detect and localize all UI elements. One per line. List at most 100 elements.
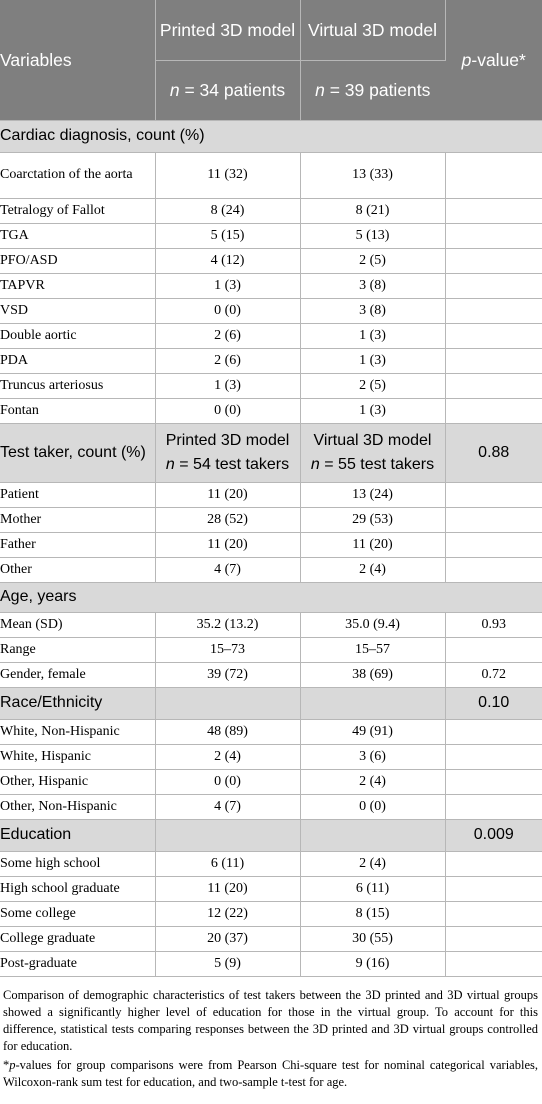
virtual-value: 13 (33) xyxy=(300,152,445,198)
header-n-printed: n = 34 patients xyxy=(155,60,300,120)
table-row: Range 15–73 15–57 xyxy=(0,637,542,662)
section-education-p-value: 0.009 xyxy=(445,819,542,851)
row-label: Fontan xyxy=(0,398,155,423)
table-row: Truncus arteriosus 1 (3) 2 (5) xyxy=(0,373,542,398)
row-label: TGA xyxy=(0,223,155,248)
table-header-row: Variables Printed 3D model Virtual 3D mo… xyxy=(0,0,542,60)
header-virtual-3d-model: Virtual 3D model xyxy=(300,0,445,60)
n-symbol: n xyxy=(166,456,175,473)
row-label: Gender, female xyxy=(0,662,155,687)
n-count: = 54 test takers xyxy=(175,456,289,473)
row-label: Other, Hispanic xyxy=(0,769,155,794)
virtual-value: 6 (11) xyxy=(300,876,445,901)
demographics-table: Variables Printed 3D model Virtual 3D mo… xyxy=(0,0,542,977)
section-race-ethnicity-p-value: 0.10 xyxy=(445,687,542,719)
p-value xyxy=(445,951,542,976)
virtual-value: 2 (4) xyxy=(300,851,445,876)
header-variables: Variables xyxy=(0,0,155,120)
virtual-value: 9 (16) xyxy=(300,951,445,976)
printed-value: 6 (11) xyxy=(155,851,300,876)
p-value xyxy=(445,794,542,819)
test-taker-row: Test taker, count (%) Printed 3D model n =… xyxy=(0,423,542,482)
table-row: High school graduate 11 (20) 6 (11) xyxy=(0,876,542,901)
section-race-ethnicity-row: Race/Ethnicity 0.10 xyxy=(0,687,542,719)
virtual-value: 0 (0) xyxy=(300,794,445,819)
row-label: Double aortic xyxy=(0,323,155,348)
row-label: Some college xyxy=(0,901,155,926)
table-row: Gender, female 39 (72) 38 (69) 0.72 xyxy=(0,662,542,687)
printed-value: 20 (37) xyxy=(155,926,300,951)
table-row: Father 11 (20) 11 (20) xyxy=(0,532,542,557)
test-taker-printed-header: Printed 3D model n = 54 test takers xyxy=(155,423,300,482)
row-label: Tetralogy of Fallot xyxy=(0,198,155,223)
p-value xyxy=(445,876,542,901)
virtual-value: 8 (21) xyxy=(300,198,445,223)
printed-value: 2 (4) xyxy=(155,744,300,769)
virtual-value: 2 (5) xyxy=(300,373,445,398)
p-value xyxy=(445,398,542,423)
p-value: 0.72 xyxy=(445,662,542,687)
table-row: PDA 2 (6) 1 (3) xyxy=(0,348,542,373)
virtual-value: 5 (13) xyxy=(300,223,445,248)
printed-value: 2 (6) xyxy=(155,323,300,348)
table-row: TAPVR 1 (3) 3 (8) xyxy=(0,273,542,298)
p-value xyxy=(445,152,542,198)
p-value xyxy=(445,273,542,298)
virtual-value: 1 (3) xyxy=(300,348,445,373)
printed-value: 11 (32) xyxy=(155,152,300,198)
p-value xyxy=(445,323,542,348)
virtual-value: 1 (3) xyxy=(300,398,445,423)
p-value xyxy=(445,223,542,248)
footnote-p-values: *p-values for group comparisons were fro… xyxy=(3,1057,538,1091)
virtual-value: 38 (69) xyxy=(300,662,445,687)
printed-value: 39 (72) xyxy=(155,662,300,687)
table-row: Post-graduate 5 (9) 9 (16) xyxy=(0,951,542,976)
p-value xyxy=(445,557,542,582)
row-label: PFO/ASD xyxy=(0,248,155,273)
p-value xyxy=(445,926,542,951)
printed-value: 11 (20) xyxy=(155,482,300,507)
section-race-ethnicity-printed-empty xyxy=(155,687,300,719)
table-footnotes: Comparison of demographic characteristic… xyxy=(0,977,542,1091)
p-value xyxy=(445,482,542,507)
printed-value: 0 (0) xyxy=(155,298,300,323)
virtual-value: 2 (4) xyxy=(300,769,445,794)
p-value xyxy=(445,769,542,794)
header-n-virtual: n = 39 patients xyxy=(300,60,445,120)
n-count: = 55 test takers xyxy=(320,456,434,473)
header-p-value: p-value* xyxy=(445,0,542,120)
printed-value: 4 (12) xyxy=(155,248,300,273)
row-label: Some high school xyxy=(0,851,155,876)
test-taker-virtual-header: Virtual 3D model n = 55 test takers xyxy=(300,423,445,482)
virtual-value: 3 (8) xyxy=(300,298,445,323)
test-taker-virtual-title: Virtual 3D model xyxy=(301,429,445,453)
section-education-label: Education xyxy=(0,819,155,851)
p-value: 0.93 xyxy=(445,612,542,637)
header-printed-3d-model: Printed 3D model xyxy=(155,0,300,60)
printed-value: 0 (0) xyxy=(155,769,300,794)
virtual-value: 2 (4) xyxy=(300,557,445,582)
table-row: Fontan 0 (0) 1 (3) xyxy=(0,398,542,423)
printed-value: 35.2 (13.2) xyxy=(155,612,300,637)
table-row: Other, Hispanic 0 (0) 2 (4) xyxy=(0,769,542,794)
p-value xyxy=(445,901,542,926)
p-value xyxy=(445,507,542,532)
section-education-virtual-empty xyxy=(300,819,445,851)
row-label: White, Hispanic xyxy=(0,744,155,769)
section-cardiac-diagnosis-label: Cardiac diagnosis, count (%) xyxy=(0,120,542,152)
table-row: Double aortic 2 (6) 1 (3) xyxy=(0,323,542,348)
table-row: Mean (SD) 35.2 (13.2) 35.0 (9.4) 0.93 xyxy=(0,612,542,637)
p-value xyxy=(445,637,542,662)
printed-value: 1 (3) xyxy=(155,373,300,398)
printed-value: 0 (0) xyxy=(155,398,300,423)
virtual-value: 29 (53) xyxy=(300,507,445,532)
table-row: White, Non-Hispanic 48 (89) 49 (91) xyxy=(0,719,542,744)
row-label: VSD xyxy=(0,298,155,323)
printed-value: 5 (15) xyxy=(155,223,300,248)
printed-value: 28 (52) xyxy=(155,507,300,532)
row-label: TAPVR xyxy=(0,273,155,298)
test-taker-label: Test taker, count (%) xyxy=(0,423,155,482)
p-value xyxy=(445,851,542,876)
printed-value: 15–73 xyxy=(155,637,300,662)
printed-value: 48 (89) xyxy=(155,719,300,744)
